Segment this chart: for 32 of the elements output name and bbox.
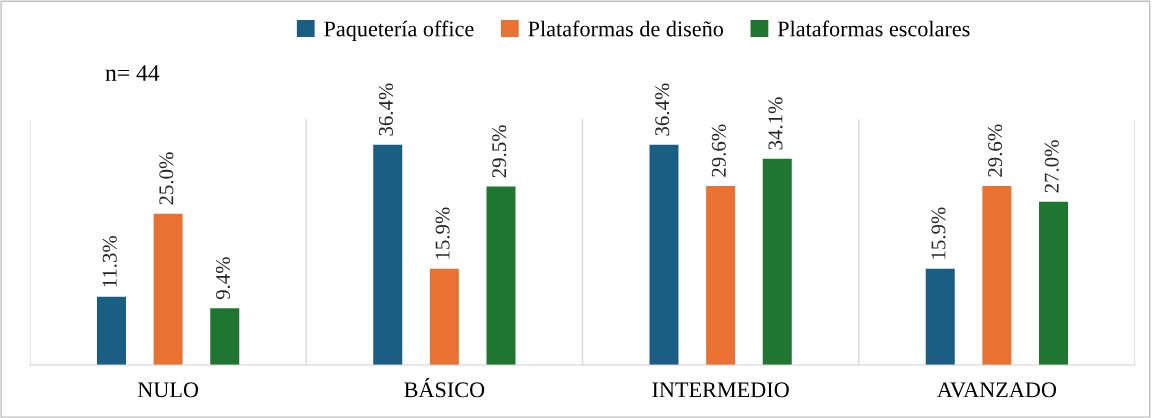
bar xyxy=(96,296,126,365)
x-tick-label: INTERMEDIO xyxy=(652,382,789,398)
data-label: 29.6% xyxy=(711,124,726,177)
legend-label: Paquetería office xyxy=(324,20,474,41)
x-tick-label: AVANZADO xyxy=(937,382,1057,398)
data-label: 29.5% xyxy=(492,125,507,178)
bar xyxy=(762,158,792,365)
bar xyxy=(1039,201,1069,365)
data-label: 29.6% xyxy=(988,124,1003,177)
data-label: 15.9% xyxy=(931,207,946,259)
legend-label: Plataformas escolares xyxy=(777,20,970,37)
bar xyxy=(429,268,459,365)
data-label: 15.9% xyxy=(435,207,450,259)
bar xyxy=(982,185,1012,365)
bar xyxy=(210,308,240,365)
bar xyxy=(706,185,736,365)
data-label: 25.0% xyxy=(159,152,174,205)
data-label: 27.0% xyxy=(1044,140,1059,193)
bar xyxy=(649,144,679,365)
data-label: 34.1% xyxy=(768,97,783,150)
bar xyxy=(925,268,955,365)
x-tick-label: BÁSICO xyxy=(404,378,485,398)
x-tick-label: NULO xyxy=(137,382,199,398)
bar xyxy=(153,213,183,365)
data-label: 36.4% xyxy=(378,83,394,136)
bar xyxy=(486,186,516,365)
data-label: 11.3% xyxy=(102,236,117,287)
data-label: 9.4% xyxy=(215,257,231,300)
data-label: 36.4% xyxy=(655,83,670,136)
bar xyxy=(373,144,403,365)
legend-label: Plataformas de diseño xyxy=(528,20,724,37)
text: n= 44 xyxy=(105,65,160,81)
